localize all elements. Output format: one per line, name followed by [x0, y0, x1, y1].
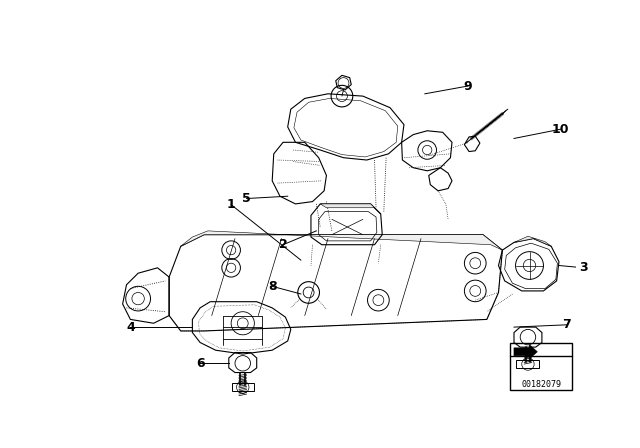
Text: 8: 8 [268, 280, 276, 293]
Text: 7: 7 [563, 318, 571, 332]
Text: 00182079: 00182079 [521, 379, 561, 388]
Text: 5: 5 [243, 192, 251, 205]
Polygon shape [320, 204, 381, 214]
Text: 4: 4 [126, 321, 135, 334]
Text: 3: 3 [579, 261, 588, 274]
Bar [510, 343, 572, 390]
Text: 6: 6 [196, 357, 204, 370]
Text: 10: 10 [552, 123, 569, 136]
Text: 2: 2 [278, 238, 287, 251]
Polygon shape [514, 345, 537, 359]
Text: 9: 9 [463, 80, 472, 93]
Polygon shape [180, 231, 502, 250]
Text: 1: 1 [227, 198, 236, 211]
Polygon shape [514, 236, 551, 246]
